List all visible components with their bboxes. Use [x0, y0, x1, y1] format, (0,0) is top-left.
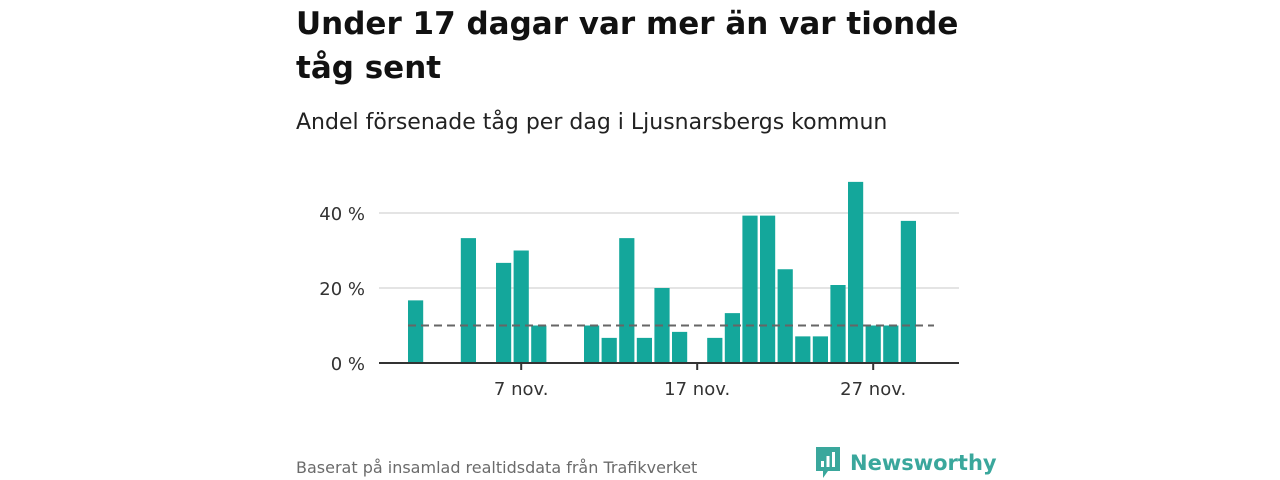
bar: [724, 313, 740, 363]
bar: [900, 220, 916, 363]
bar: [795, 336, 811, 363]
newsworthy-logo-icon: [816, 447, 840, 478]
bar: [672, 331, 688, 363]
y-tick-label: 0 %: [331, 354, 365, 375]
bar: [584, 325, 600, 363]
x-tick-label: 27 nov.: [840, 379, 906, 400]
x-tick-label: 7 nov.: [494, 379, 549, 400]
bar: [636, 337, 652, 363]
bar: [830, 285, 846, 363]
bar: [707, 337, 723, 363]
bar: [460, 238, 476, 363]
x-tick-label: 17 nov.: [664, 379, 730, 400]
bar: [742, 215, 758, 363]
bar-chart: 0 % 20 % 40 % 7 nov. 17 nov. 27 nov.: [319, 181, 959, 400]
bar: [513, 250, 529, 363]
bar: [760, 215, 776, 363]
newsworthy-logo: Newsworthy: [814, 446, 997, 480]
bar: [812, 336, 828, 363]
chart-subtitle: Andel försenade tåg per dag i Ljusnarsbe…: [296, 110, 888, 135]
bar: [883, 325, 899, 363]
bar: [619, 238, 635, 363]
y-tick-label: 40 %: [319, 204, 365, 225]
bar: [601, 337, 617, 363]
chart-title: Under 17 dagar var mer än var tionde tåg…: [296, 6, 959, 86]
y-tick-label: 20 %: [319, 279, 365, 300]
bar: [496, 262, 512, 363]
bar: [777, 269, 793, 363]
bar: [865, 325, 881, 363]
bar: [848, 181, 864, 363]
bar: [408, 300, 424, 363]
source-note: Baserat på insamlad realtidsdata från Tr…: [296, 458, 698, 477]
bar: [531, 325, 547, 363]
newsworthy-logo-text: Newsworthy: [850, 451, 997, 475]
